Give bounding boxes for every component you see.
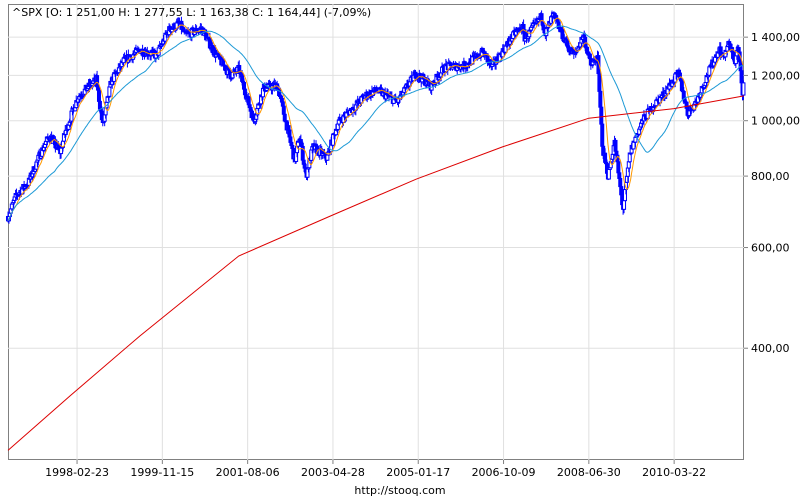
candle-body xyxy=(325,154,330,161)
y-tick-label: 400,00 xyxy=(751,342,790,355)
x-tick-label: 2001-08-06 xyxy=(216,466,280,479)
x-tick-label: 2003-04-28 xyxy=(301,466,365,479)
y-tick-label: 1 400,00 xyxy=(751,31,800,44)
candle-body xyxy=(739,70,744,84)
y-tick-label: 1 000,00 xyxy=(751,115,800,128)
candle-body xyxy=(600,123,605,147)
candle-body xyxy=(281,105,286,115)
ma-short-line xyxy=(7,17,744,221)
y-tick-label: 800,00 xyxy=(751,170,790,183)
y-tick-label: 600,00 xyxy=(751,242,790,255)
x-tick-label: 1998-02-23 xyxy=(45,466,109,479)
candle-body xyxy=(9,203,14,210)
candle-body xyxy=(622,200,627,210)
y-tick-label: 1 200,00 xyxy=(751,69,800,82)
candle-body xyxy=(633,136,638,143)
source-url: http://stooq.com xyxy=(354,484,446,497)
ma-mid-line xyxy=(7,25,744,221)
candle-body xyxy=(599,106,604,125)
candle-body xyxy=(597,73,602,92)
x-tick-label: 2010-03-22 xyxy=(642,466,706,479)
chart-title: ^SPX [O: 1 251,00 H: 1 277,55 L: 1 163,3… xyxy=(12,6,372,19)
x-tick-label: 2006-10-09 xyxy=(472,466,536,479)
candle-body xyxy=(741,82,746,96)
candle-body xyxy=(606,168,611,180)
x-tick-label: 1999-11-15 xyxy=(130,466,194,479)
candle-body xyxy=(246,96,251,106)
ma-long-line xyxy=(7,95,744,451)
candle-body xyxy=(107,86,112,97)
x-tick-label: 2008-06-30 xyxy=(557,466,621,479)
chart-frame xyxy=(8,4,744,460)
candle-body xyxy=(613,139,618,152)
x-tick-label: 2005-01-17 xyxy=(386,466,450,479)
candle-body xyxy=(286,125,291,131)
